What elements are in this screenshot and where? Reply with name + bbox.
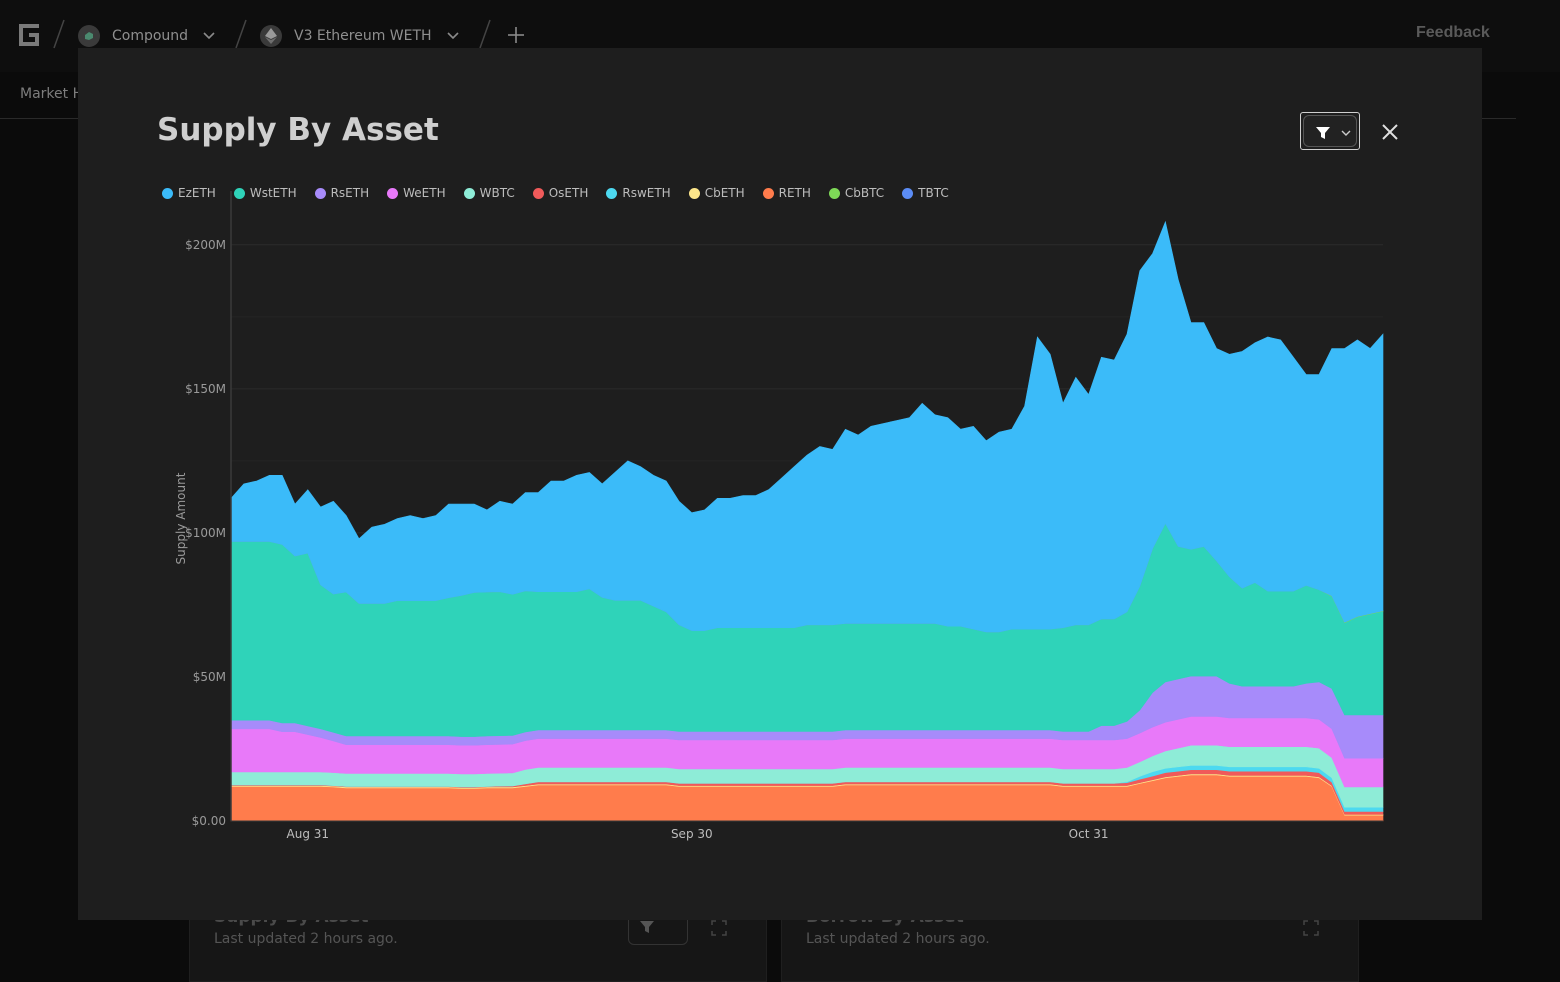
legend-label: CbBTC <box>844 186 885 200</box>
expand-icon[interactable] <box>710 919 728 937</box>
legend-item-cbeth[interactable]: CbETH <box>688 186 745 200</box>
legend-swatch <box>762 187 774 199</box>
y-axis-label: Supply Amount <box>174 472 188 564</box>
legend-label: RswETH <box>622 186 671 200</box>
legend-label: WeETH <box>403 186 446 200</box>
legend-item-rsweth[interactable]: RswETH <box>606 186 671 200</box>
filter-icon <box>1316 127 1330 139</box>
legend-item-weeth[interactable]: WeETH <box>387 186 446 200</box>
expand-icon[interactable] <box>1302 919 1320 937</box>
compound-logo-icon <box>78 25 100 47</box>
y-tick-label: $200M <box>185 238 226 252</box>
protocol-selector[interactable]: Compound <box>78 22 216 50</box>
app-logo-icon[interactable] <box>18 22 42 48</box>
legend-swatch <box>902 187 914 199</box>
y-tick-label: $100M <box>185 526 226 540</box>
add-icon[interactable] <box>505 24 527 46</box>
filter-button[interactable] <box>1300 112 1360 150</box>
legend-swatch <box>532 187 544 199</box>
legend-label: WstETH <box>249 186 297 200</box>
x-tick-label: Sep 30 <box>671 827 713 841</box>
card-updated-text: Last updated 2 hours ago. <box>214 931 398 947</box>
breadcrumb-separator <box>53 19 65 49</box>
legend-swatch <box>387 187 399 199</box>
filter-icon <box>640 921 654 933</box>
legend-item-oseth[interactable]: OsETH <box>532 186 589 200</box>
y-tick-label: $0.00 <box>192 814 226 828</box>
legend-swatch <box>162 187 173 199</box>
chart-legend: EzETH WstETH RsETH WeETH WBTC OsETH RswETH CbET… <box>162 186 967 200</box>
x-tick-label: Oct 31 <box>1069 827 1109 841</box>
area-series-ezeth <box>230 220 1384 633</box>
chart-modal: Supply By Asset EzETH WstETH RsETH WeETH WBT… <box>78 48 1482 920</box>
legend-swatch <box>233 187 245 199</box>
legend-label: TBTC <box>918 186 949 200</box>
market-selector[interactable]: V3 Ethereum WETH <box>260 22 460 50</box>
legend-item-reth[interactable]: RETH <box>762 186 811 200</box>
legend-swatch <box>314 187 326 199</box>
tab-market-history[interactable]: Market H <box>20 86 84 102</box>
y-tick-label: $150M <box>185 382 226 396</box>
chevron-down-icon <box>203 32 215 40</box>
legend-label: OsETH <box>548 186 589 200</box>
legend-label: RsETH <box>330 186 370 200</box>
market-name: V3 Ethereum WETH <box>294 28 432 44</box>
card-updated-text: Last updated 2 hours ago. <box>806 931 990 947</box>
legend-item-wbtc[interactable]: WBTC <box>463 186 515 200</box>
close-icon[interactable] <box>1380 122 1400 142</box>
modal-title: Supply By Asset <box>157 112 439 148</box>
y-tick-label: $50M <box>193 670 226 684</box>
chevron-down-icon <box>446 32 459 40</box>
feedback-button[interactable]: Feedback <box>1416 24 1490 41</box>
supply-by-asset-chart: $0.00 $50M $100M $150M $200M Aug 31 Sep 30 Oct … <box>174 191 1384 841</box>
legend-label: EzETH <box>178 186 216 200</box>
chevron-down-icon <box>1341 130 1351 136</box>
legend-swatch <box>606 187 618 199</box>
legend-swatch <box>688 187 700 199</box>
protocol-name: Compound <box>112 28 189 44</box>
legend-swatch <box>828 187 840 199</box>
legend-label: CbETH <box>704 186 745 200</box>
legend-label: WBTC <box>479 186 515 200</box>
ethereum-logo-icon <box>260 25 282 47</box>
legend-item-tbtc[interactable]: TBTC <box>902 186 949 200</box>
legend-label: RETH <box>778 186 811 200</box>
x-tick-label: Aug 31 <box>287 827 330 841</box>
legend-item-cbbtc[interactable]: CbBTC <box>828 186 885 200</box>
breadcrumb-separator <box>235 19 247 49</box>
legend-item-wsteth[interactable]: WstETH <box>233 186 297 200</box>
legend-item-ezeth[interactable]: EzETH <box>162 186 216 200</box>
legend-swatch <box>463 187 475 199</box>
breadcrumb-separator <box>479 19 491 49</box>
legend-item-rseth[interactable]: RsETH <box>314 186 370 200</box>
